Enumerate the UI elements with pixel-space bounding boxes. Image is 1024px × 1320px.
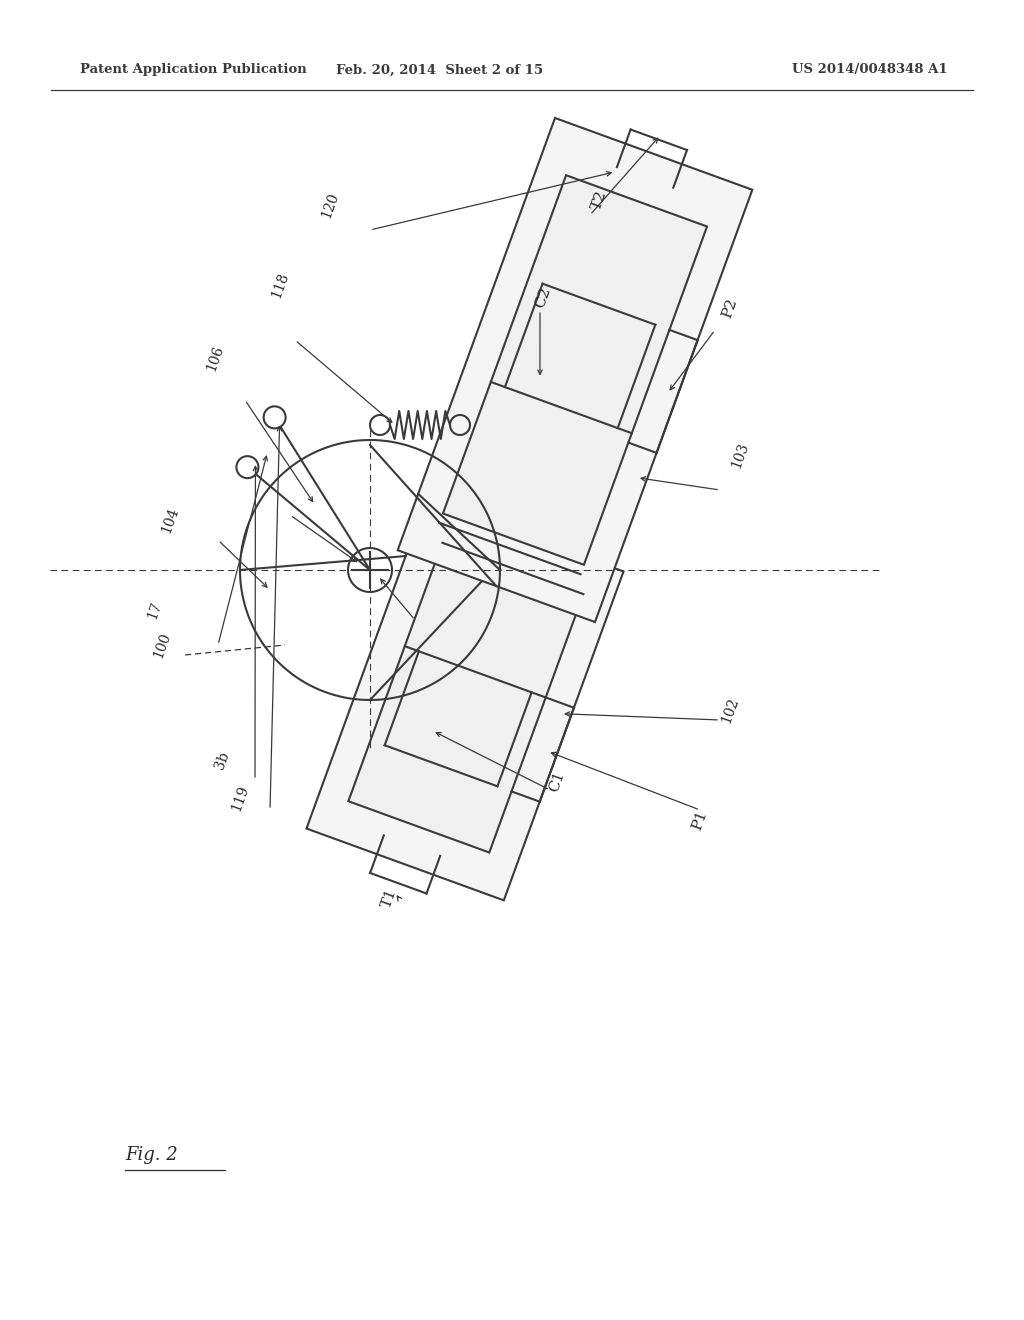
Text: 17: 17	[145, 599, 165, 620]
Text: Fig. 2: Fig. 2	[125, 1146, 178, 1164]
Text: T2: T2	[590, 189, 610, 211]
Text: 106: 106	[204, 343, 226, 372]
Text: 119: 119	[229, 783, 251, 813]
Text: Feb. 20, 2014  Sheet 2 of 15: Feb. 20, 2014 Sheet 2 of 15	[337, 63, 544, 77]
Text: P1: P1	[690, 808, 710, 832]
Polygon shape	[348, 548, 582, 853]
Polygon shape	[443, 176, 707, 565]
Text: 103: 103	[729, 440, 751, 470]
Polygon shape	[306, 500, 624, 900]
Text: 104: 104	[159, 506, 181, 535]
Text: 118: 118	[269, 271, 291, 300]
Text: P2: P2	[720, 296, 740, 319]
Text: 3b: 3b	[212, 750, 231, 771]
Text: US 2014/0048348 A1: US 2014/0048348 A1	[793, 63, 948, 77]
Text: C2: C2	[532, 285, 553, 310]
Text: 100: 100	[151, 630, 173, 660]
Text: 102: 102	[719, 696, 741, 725]
Circle shape	[237, 457, 258, 478]
Polygon shape	[397, 117, 753, 622]
Text: T1: T1	[380, 886, 400, 909]
Circle shape	[263, 407, 286, 429]
Text: C1: C1	[547, 770, 567, 795]
Text: 120: 120	[318, 190, 341, 220]
Text: Patent Application Publication: Patent Application Publication	[80, 63, 307, 77]
